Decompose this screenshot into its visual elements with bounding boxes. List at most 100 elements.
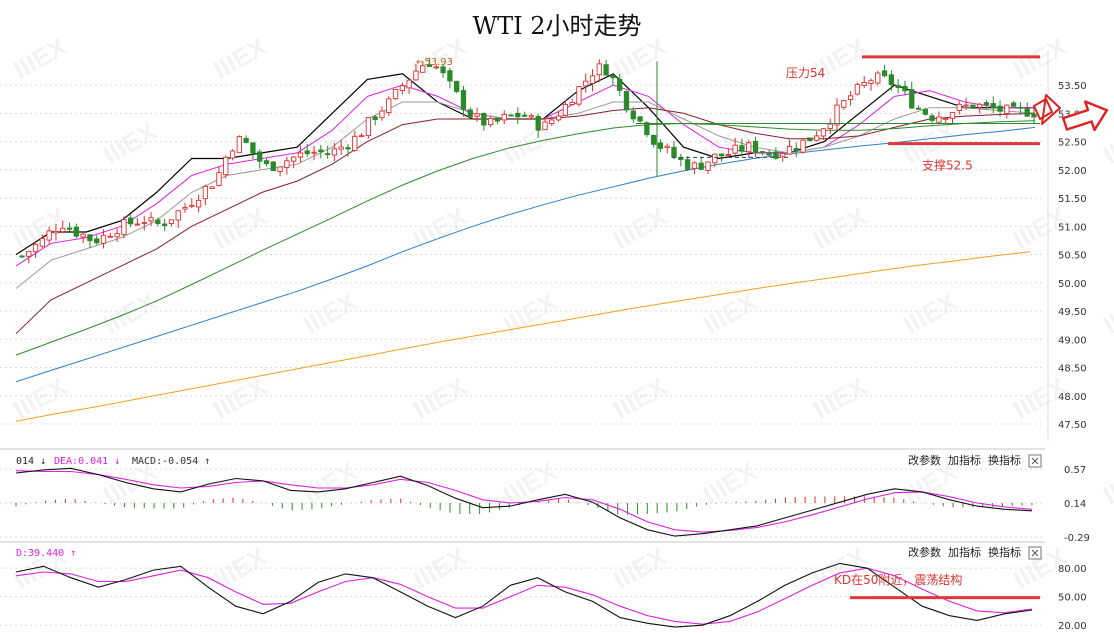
kd-header: D:39.440 ↑ 改参数 加指标 换指标: [16, 545, 1042, 560]
watermark-logo: IIIEX: [408, 371, 472, 425]
candle-body: [134, 223, 141, 226]
candle-body: [718, 153, 725, 157]
dif-line: [15, 467, 1033, 537]
kd-annotation: KD在50附近，震荡结构: [834, 572, 1040, 600]
candle-body: [426, 64, 433, 67]
candle-body: [358, 135, 365, 138]
macd-button: 换指标: [988, 453, 1021, 467]
candle-body: [413, 70, 419, 81]
candle-body: [725, 154, 732, 156]
candlesticks: [19, 57, 1037, 264]
candle-body: [596, 63, 602, 76]
candle-body: [786, 145, 793, 155]
candle-body: [236, 136, 242, 154]
candle-body: [589, 75, 596, 84]
candle-body: [26, 250, 32, 257]
candle-body: [752, 140, 759, 153]
candle-body: [807, 137, 813, 142]
watermark-logo: IIIEX: [1098, 456, 1114, 510]
candle-body: [392, 88, 399, 100]
candle-body: [780, 153, 786, 157]
watermark-logo: IIIEX: [298, 286, 362, 340]
price-tick-label: 52.00: [1058, 166, 1087, 177]
macd-tick-label: -0.29: [1064, 533, 1090, 544]
candle-body: [297, 152, 304, 158]
candle-body: [1017, 106, 1024, 109]
candle-body: [291, 156, 297, 162]
candle-body: [338, 146, 344, 150]
candle-body: [868, 80, 874, 85]
candle-body: [467, 109, 473, 118]
candle-body: [372, 116, 378, 120]
candle-body: [800, 139, 806, 153]
macd-tick-label: 0.14: [1064, 499, 1086, 510]
candle-body: [481, 113, 487, 126]
candle-body: [847, 95, 854, 100]
watermark-logo: IIIEX: [898, 286, 962, 340]
candle-body: [243, 138, 249, 143]
macd-button: 加指标: [948, 453, 981, 467]
candle-body: [114, 233, 120, 238]
watermark-logo: IIIEX: [208, 31, 272, 85]
candle-body: [943, 117, 949, 120]
candle-body: [583, 80, 589, 87]
moving-average-lines: [15, 73, 1036, 422]
candle-body: [569, 101, 575, 105]
candle-body: [793, 148, 799, 151]
resistance-label: 压力54: [786, 66, 825, 80]
price-tick-label: 49.50: [1058, 307, 1087, 318]
price-tick-label: 48.00: [1058, 392, 1087, 403]
candle-body: [209, 186, 215, 189]
candle-body: [521, 114, 528, 117]
candle-body: [766, 153, 772, 156]
candle-body: [352, 135, 358, 151]
candle-body: [1010, 102, 1017, 107]
kd-button: 加指标: [948, 545, 981, 559]
k-line: [15, 562, 1033, 628]
candle-body: [175, 210, 181, 221]
price-tick-label: 47.50: [1058, 420, 1087, 431]
candle-body: [603, 64, 609, 76]
ma-line: [15, 107, 1036, 335]
candle-body: [691, 162, 698, 169]
candle-body: [141, 222, 147, 224]
candle-body: [671, 146, 677, 158]
ma-line: [15, 120, 1036, 356]
candle-body: [956, 103, 962, 111]
candle-body: [644, 122, 650, 136]
candle-body: [311, 151, 317, 154]
candle-body: [420, 65, 426, 73]
price-tick-label: 50.50: [1058, 251, 1087, 262]
candle-body: [515, 112, 521, 118]
candle-body: [535, 115, 541, 131]
candle-body: [304, 150, 310, 155]
candle-body: [528, 115, 535, 118]
candle-body: [909, 89, 915, 109]
candle-body: [365, 117, 372, 137]
candle-body: [202, 185, 209, 200]
candle-body: [440, 66, 446, 74]
candle-body: [100, 234, 107, 244]
watermark-logo: IIIEX: [698, 286, 762, 340]
candle-body: [107, 235, 113, 238]
candle-body: [1024, 108, 1030, 117]
candle-body: [53, 230, 59, 234]
candle-body: [277, 166, 283, 172]
watermark-logo: IIIEX: [608, 201, 672, 255]
macd-histogram: [15, 496, 1033, 515]
candle-body: [216, 172, 222, 186]
watermark-logo: IIIEX: [98, 286, 162, 340]
kd-axis: 80.00 50.00 20.00: [1058, 564, 1087, 632]
candle-body: [189, 204, 195, 207]
candle-body: [759, 151, 765, 154]
candle-body: [250, 142, 256, 154]
candle-body: [19, 255, 25, 258]
candle-body: [637, 116, 643, 122]
candle-body: [814, 135, 820, 141]
price-tick-label: 51.50: [1058, 194, 1087, 205]
candle-body: [555, 115, 562, 121]
candle-body: [902, 85, 908, 92]
macd-gridlines: [0, 468, 1045, 538]
candle-body: [454, 80, 460, 92]
